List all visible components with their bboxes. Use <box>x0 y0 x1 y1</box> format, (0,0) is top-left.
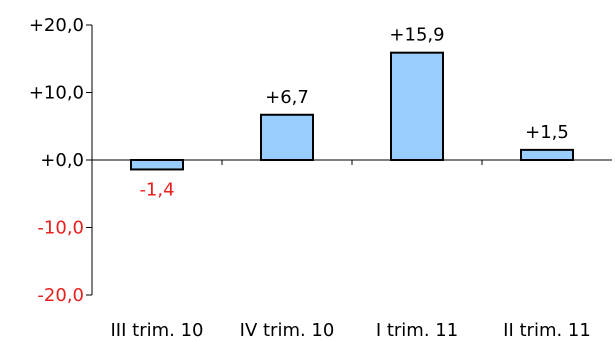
y-tick-label: -20,0 <box>37 285 84 306</box>
chart-tick-labels: +20,0 +10,0 +0,0 -10,0 -20,0 III trim. 10 IV t… <box>29 15 591 341</box>
bar <box>260 113 314 161</box>
x-category-label: IV trim. 10 <box>240 320 335 341</box>
chart-bars <box>130 51 574 171</box>
bar-data-label: +15,9 <box>389 25 444 46</box>
x-category-label: I trim. 11 <box>376 320 458 341</box>
y-tick-label: +20,0 <box>29 15 84 36</box>
bar-data-label: +1,5 <box>525 122 569 143</box>
y-tick-label: -10,0 <box>37 218 84 239</box>
y-tick-label: +10,0 <box>29 83 84 104</box>
x-category-label: III trim. 10 <box>111 320 204 341</box>
bar <box>390 51 444 161</box>
y-tick-label: +0,0 <box>40 150 84 171</box>
bar <box>130 159 184 171</box>
bar-data-label: -1,4 <box>139 179 174 200</box>
bar <box>520 148 574 161</box>
chart-data-labels: -1,4 +6,7 +15,9 +1,5 <box>139 25 568 201</box>
x-category-label: II trim. 11 <box>503 320 591 341</box>
bar-data-label: +6,7 <box>265 87 309 108</box>
